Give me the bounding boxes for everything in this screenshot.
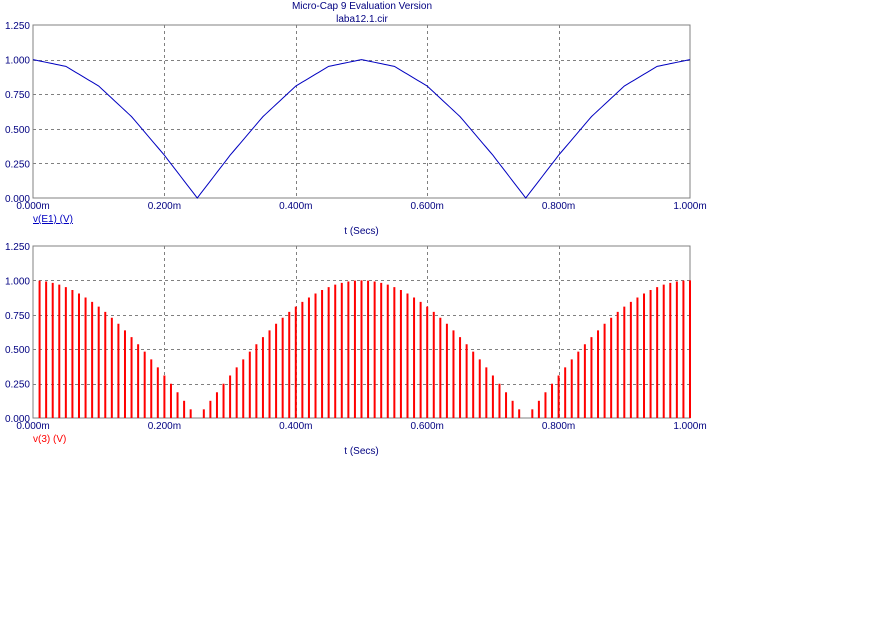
- circuit-file-name: laba12.1.cir: [336, 14, 388, 25]
- x-tick-label: 0.400m: [279, 201, 312, 212]
- x-tick-label: 0.600m: [411, 421, 444, 432]
- y-tick-label: 0.000: [5, 414, 30, 425]
- series-label: v(3) (V): [33, 434, 66, 445]
- x-tick-label: 1.000m: [673, 421, 706, 432]
- x-tick-label: 0.200m: [148, 201, 181, 212]
- y-tick-label: 1.000: [5, 276, 30, 287]
- y-tick-label: 0.500: [5, 125, 30, 136]
- x-axis-title: t (Secs): [344, 226, 378, 237]
- plot-panel-bottom: 0.000 0.250 0.500 0.750 1.000 1.250 0.000m 0.20…: [5, 242, 707, 457]
- x-tick-label: 0.400m: [279, 421, 312, 432]
- y-tick-label: 0.750: [5, 90, 30, 101]
- y-tick-label: 0.250: [5, 380, 30, 391]
- y-tick-label: 0.750: [5, 311, 30, 322]
- x-axis-title: t (Secs): [344, 446, 378, 457]
- x-tick-label: 0.000m: [16, 421, 49, 432]
- x-tick-label: 0.200m: [148, 421, 181, 432]
- y-tick-label: 0.000: [5, 194, 30, 205]
- x-tick-label: 0.600m: [411, 201, 444, 212]
- x-tick-label: 0.800m: [542, 201, 575, 212]
- y-tick-label: 1.000: [5, 56, 30, 67]
- x-tick-label: 1.000m: [673, 201, 706, 212]
- plot-frame: [32, 24, 691, 199]
- y-tick-label: 1.250: [5, 242, 30, 253]
- trace-line: [32, 59, 691, 199]
- y-tick-label: 1.250: [5, 21, 30, 32]
- y-tick-label: 0.250: [5, 159, 30, 170]
- window-title: Micro-Cap 9 Evaluation Version: [292, 1, 432, 12]
- y-tick-label: 0.500: [5, 345, 30, 356]
- x-tick-label: 0.000m: [16, 201, 49, 212]
- x-tick-label: 0.800m: [542, 421, 575, 432]
- series-label: v(E1) (V): [33, 214, 73, 225]
- plot-panel-top: 0.000 0.250 0.500 0.750 1.000 1.250 0.000m 0.20…: [5, 21, 707, 237]
